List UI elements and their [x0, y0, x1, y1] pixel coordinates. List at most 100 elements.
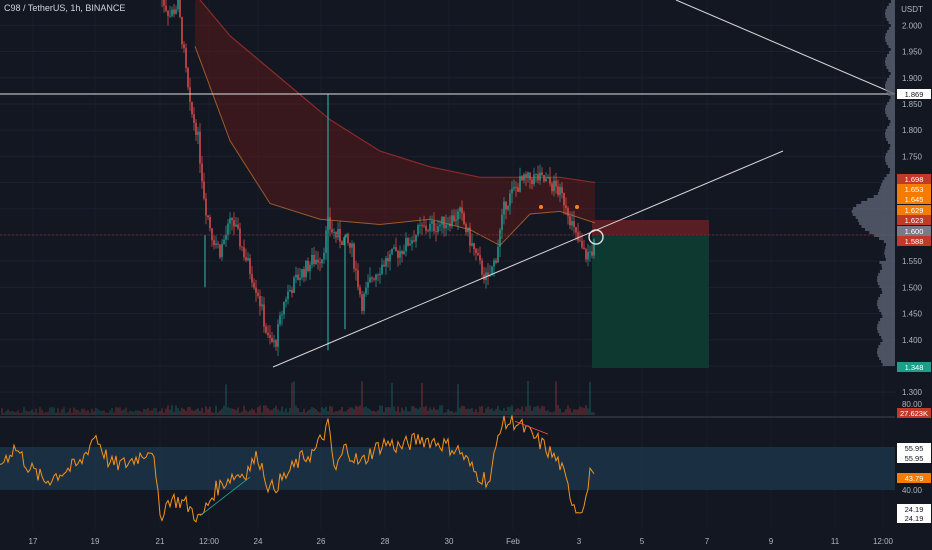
volume-bar	[499, 410, 501, 415]
volume-bar	[349, 407, 351, 415]
volume-bar	[209, 406, 211, 415]
profile-bar	[886, 66, 895, 69]
volume-bar	[99, 410, 101, 415]
candle-body	[295, 274, 297, 278]
volume-bar	[377, 410, 379, 415]
volume-bar	[147, 408, 149, 415]
target-zone[interactable]	[592, 235, 709, 368]
symbol-title: C98 / TetherUS, 1h, BINANCE	[4, 3, 126, 13]
volume-bar	[197, 408, 199, 415]
candle-body	[439, 224, 441, 227]
rsi-label-box	[897, 473, 931, 483]
profile-bar	[877, 354, 895, 357]
profile-bar	[882, 267, 895, 270]
candle-body	[227, 223, 229, 235]
candle-body	[509, 193, 511, 206]
volume-bar	[591, 412, 593, 415]
profile-bar	[873, 195, 895, 198]
profile-bar	[867, 198, 895, 201]
volume-bar	[347, 409, 349, 415]
profile-bar	[885, 15, 895, 18]
volume-bar	[169, 409, 171, 415]
candle-body	[271, 337, 273, 342]
volume-bar	[447, 409, 449, 415]
price-axis[interactable]: USDT2.0001.9501.9001.8501.8001.7501.7001…	[895, 0, 932, 550]
volume-bar	[91, 408, 93, 415]
time-tick-label: 3	[577, 537, 582, 546]
candle-body	[473, 243, 475, 250]
volume-bar	[131, 411, 133, 415]
price-label-box	[897, 89, 931, 99]
volume-bar	[473, 411, 475, 415]
candle-body	[487, 272, 489, 277]
time-tick-label: 7	[705, 537, 710, 546]
price-label-text: 1.869	[905, 90, 924, 99]
profile-bar	[885, 132, 895, 135]
profile-bar	[880, 294, 895, 297]
volume-bar	[381, 405, 383, 415]
candle-body	[321, 259, 323, 264]
volume-bar	[437, 409, 439, 415]
volume-bar	[561, 412, 563, 415]
profile-bar	[878, 345, 895, 348]
volume-bar	[5, 411, 7, 415]
profile-bar	[884, 252, 895, 255]
volume-bar	[497, 405, 499, 415]
candle-body	[205, 198, 207, 216]
candle-body	[421, 224, 423, 226]
volume-bar	[271, 409, 273, 415]
volume-bar	[221, 408, 223, 415]
profile-bar	[888, 141, 895, 144]
volume-bar	[81, 408, 83, 415]
volume-bar	[325, 406, 327, 415]
rsi-line	[0, 415, 595, 523]
volume-bar	[359, 405, 361, 415]
candle-body	[217, 243, 219, 245]
candle-body	[401, 251, 403, 254]
candle-body	[557, 186, 559, 195]
volume-bar	[205, 406, 207, 415]
volume-bar	[453, 412, 455, 415]
candle-body	[465, 224, 467, 233]
profile-bar	[888, 93, 895, 96]
candle-body	[433, 220, 435, 232]
candle-body	[281, 314, 283, 316]
volume-bar	[35, 408, 37, 415]
profile-bar	[884, 249, 895, 252]
volume-bar	[69, 408, 71, 415]
profile-bar	[885, 153, 895, 156]
position-tool[interactable]	[592, 220, 709, 368]
profile-bar	[878, 273, 895, 276]
time-axis[interactable]: 17 19 21 12:00 24 26 28 30 Feb 3 5 7 9 11 12:00	[29, 537, 894, 546]
drawings[interactable]	[0, 0, 896, 368]
profile-bar	[882, 291, 895, 294]
profile-bar	[881, 288, 895, 291]
volume-bar	[281, 406, 283, 415]
volume-bar	[559, 408, 561, 415]
signal-dot	[539, 205, 543, 209]
rsi-label-text: 24.19	[905, 505, 924, 514]
volume-bar	[87, 410, 89, 415]
rsi-label-box	[897, 513, 931, 523]
candle-body	[491, 266, 493, 276]
candle-body	[179, 0, 181, 18]
profile-bar	[885, 36, 895, 39]
stop-zone[interactable]	[592, 220, 709, 235]
volume-bar	[135, 410, 137, 415]
volume-bar	[547, 410, 549, 415]
candle-body	[297, 274, 299, 280]
volume-bar	[171, 405, 173, 415]
volume-bar	[449, 411, 451, 415]
volume-bar	[341, 407, 343, 415]
profile-bar	[874, 234, 895, 237]
volume-bar	[37, 412, 39, 415]
profile-bar	[877, 192, 895, 195]
volume-bar	[343, 411, 345, 415]
volume-bar	[369, 409, 371, 415]
volume-bar	[295, 405, 297, 415]
volume-bar	[175, 405, 177, 415]
volume-bar	[105, 412, 107, 415]
volume-bar	[287, 412, 289, 415]
rsi-tick-label: 80.00	[902, 400, 923, 409]
